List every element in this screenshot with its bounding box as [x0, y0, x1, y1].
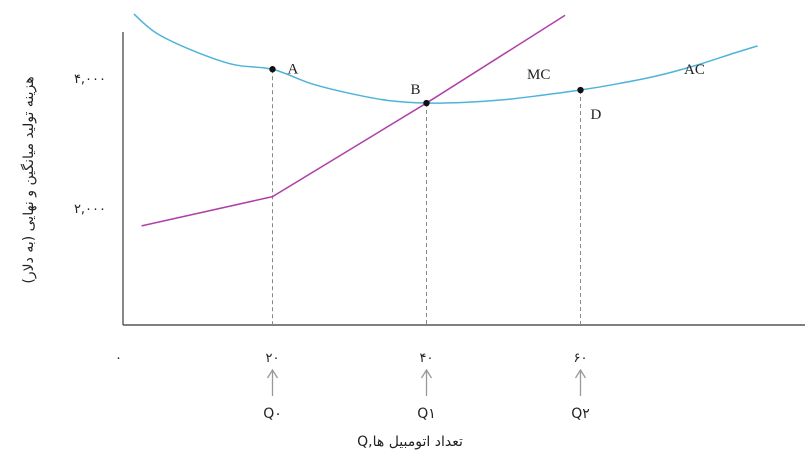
q-arrow-head [574, 368, 587, 379]
series-label-ac: AC [684, 62, 705, 78]
tick-labels: ۲,۰۰۰ ۴,۰۰۰ ۰ ۲۰ ۴۰ ۶۰ [74, 72, 588, 366]
x-tick-label: ۶۰ [574, 351, 588, 366]
series-line-ac [133, 13, 758, 104]
point-b [423, 99, 430, 107]
y-axis-title: هزینه تولید میانگین و نهایی (به دلار) [20, 76, 37, 283]
q-label-text: Q۲ [571, 406, 590, 422]
y-tick-label: ۲,۰۰۰ [74, 202, 106, 217]
y-tick-label: ۴,۰۰۰ [74, 72, 106, 87]
series-line-mc [141, 14, 566, 227]
point-a [269, 66, 276, 73]
x-tick-label: ۰ [115, 351, 122, 366]
point-d [577, 86, 584, 94]
series-label-mc: MC [527, 67, 550, 83]
q-labels: Q۰ Q۱ Q۲ [263, 368, 590, 422]
q-label-text: Q۰ [263, 406, 282, 422]
x-tick-label: ۲۰ [266, 351, 280, 366]
q-arrow-head [420, 368, 433, 379]
point-label-d: D [591, 107, 602, 123]
point-label-a: A [288, 61, 299, 77]
points-group: A B D [269, 61, 602, 123]
series-group: AC MC [133, 13, 758, 227]
x-axis-title: Q,تعداد اتومبیل ها [357, 434, 463, 450]
axes [122, 32, 805, 326]
point-label-b: B [411, 82, 421, 98]
q-label-text: Q۱ [417, 406, 436, 422]
x-tick-label: ۴۰ [420, 351, 434, 366]
guide-lines [272, 69, 581, 325]
q-arrow-head [266, 368, 279, 379]
